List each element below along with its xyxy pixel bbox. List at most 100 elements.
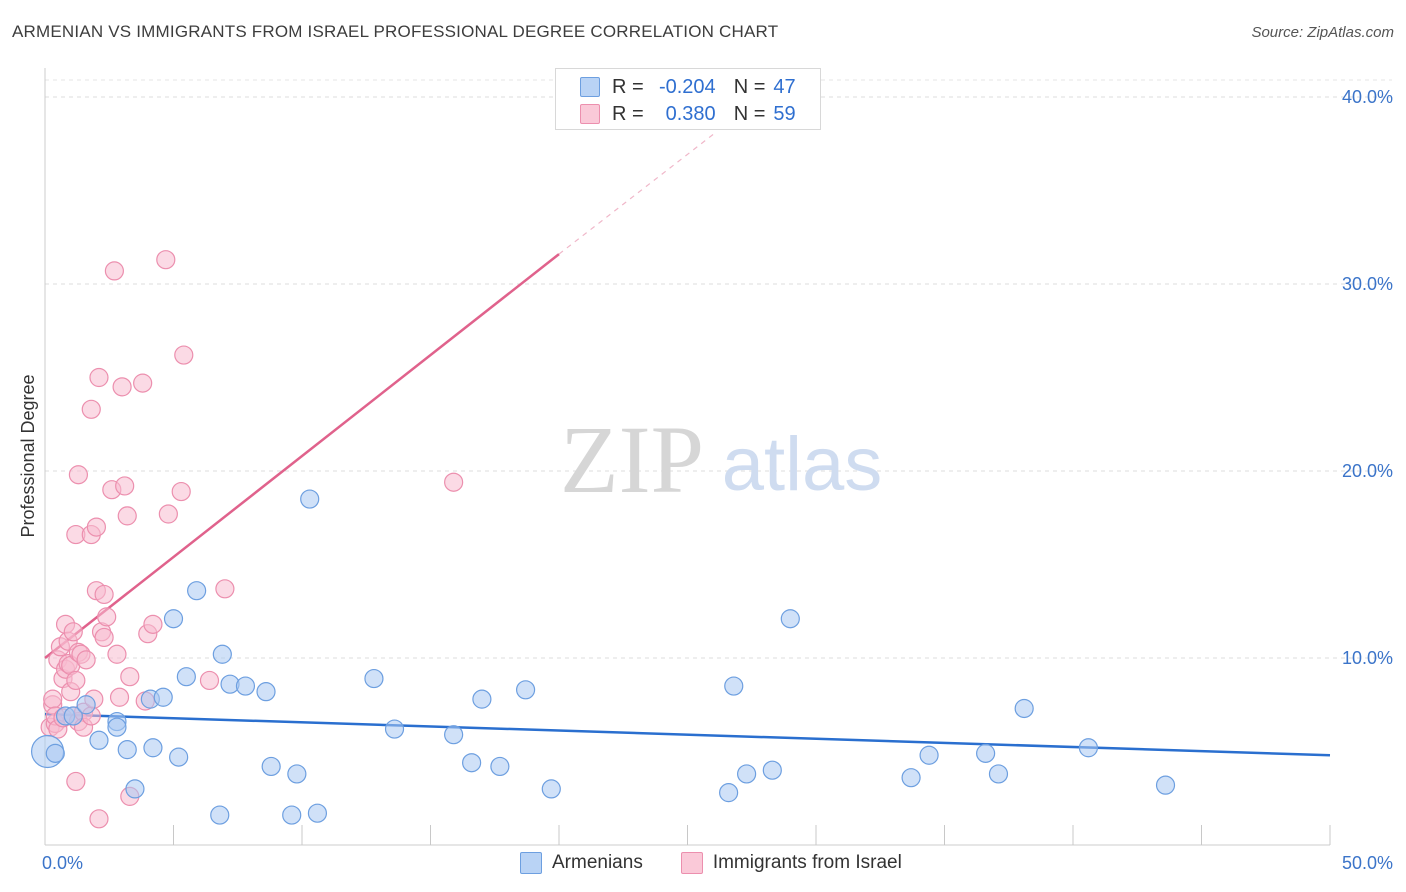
point-israel <box>66 670 86 691</box>
point-armenians <box>187 581 207 601</box>
y-axis-label: Professional Degree <box>18 374 38 537</box>
point-armenians <box>176 667 196 687</box>
series-swatch-blue <box>520 852 542 874</box>
point-armenians <box>1078 738 1099 758</box>
y-tick-label: 40.0% <box>1342 87 1393 107</box>
point-israel <box>104 261 124 281</box>
series-label-israel: Immigrants from Israel <box>712 852 902 873</box>
point-armenians <box>901 768 921 788</box>
point-armenians <box>919 745 939 765</box>
point-armenians <box>1014 698 1034 719</box>
point-israel <box>97 607 117 627</box>
point-armenians <box>153 687 173 707</box>
point-israel <box>112 377 132 397</box>
point-armenians <box>117 740 137 760</box>
y-tick-label: 20.0% <box>1342 461 1393 481</box>
point-armenians <box>261 756 281 777</box>
point-israel <box>174 345 194 365</box>
axes <box>44 68 1331 846</box>
point-armenians <box>287 764 307 784</box>
legend-n-label: N = <box>733 102 766 125</box>
point-armenians <box>282 805 302 825</box>
point-armenians <box>719 783 739 803</box>
legend-r-label: R = <box>612 75 644 98</box>
point-armenians <box>107 717 127 737</box>
point-armenians <box>780 609 800 629</box>
source-label: Source: ZipAtlas.com <box>1251 24 1394 41</box>
point-armenians <box>472 689 492 709</box>
point-israel <box>43 689 63 709</box>
legend-row-armenians: R = -0.204 N = 47 <box>580 75 796 99</box>
legend-swatch-blue <box>580 77 600 97</box>
point-armenians <box>737 764 757 784</box>
watermark-zip: ZIP <box>560 406 704 513</box>
point-israel <box>133 373 153 393</box>
point-armenians <box>515 680 536 700</box>
point-israel <box>444 472 464 492</box>
point-israel <box>215 579 235 599</box>
point-israel <box>66 771 86 792</box>
point-armenians <box>256 682 276 702</box>
x-tick-label: 50.0% <box>1342 853 1393 873</box>
point-armenians <box>462 753 482 773</box>
legend-n-value: 59 <box>773 102 796 125</box>
point-armenians <box>541 779 561 799</box>
point-armenians <box>724 676 744 696</box>
point-israel <box>120 667 140 687</box>
legend-n-value: 47 <box>773 75 796 98</box>
series-legend-armenians[interactable]: Armenians <box>520 852 643 874</box>
point-armenians <box>1155 775 1176 795</box>
point-israel <box>76 650 96 670</box>
point-armenians <box>169 747 189 767</box>
x-tick-label: 0.0% <box>42 853 83 873</box>
point-armenians <box>988 764 1009 784</box>
legend-swatch-pink <box>580 104 600 124</box>
point-armenians <box>89 730 109 750</box>
point-israel <box>86 517 107 537</box>
legend-row-israel: R = 0.380 N = 59 <box>580 102 796 126</box>
point-armenians <box>76 695 96 715</box>
series-legend: Armenians Immigrants from Israel <box>520 852 940 874</box>
watermark: ZIP atlas <box>560 406 882 513</box>
point-armenians <box>45 743 65 763</box>
point-israel <box>109 687 130 707</box>
point-israel <box>199 670 220 691</box>
grid-lines <box>45 79 1392 659</box>
series-legend-israel[interactable]: Immigrants from Israel <box>680 852 902 874</box>
point-armenians <box>762 760 782 780</box>
correlation-legend: R = -0.204 N = 47 R = 0.380 N = 59 <box>555 68 821 130</box>
point-israel <box>68 465 89 485</box>
point-israel <box>94 584 114 605</box>
series-swatch-pink <box>680 852 703 874</box>
point-armenians <box>384 719 405 739</box>
point-armenians <box>490 756 510 777</box>
point-armenians <box>125 779 145 799</box>
chart-title: ARMENIAN VS IMMIGRANTS FROM ISRAEL PROFE… <box>12 22 779 41</box>
point-armenians <box>210 805 230 825</box>
point-israel <box>89 367 109 388</box>
point-israel <box>143 614 163 634</box>
data-points <box>30 250 1176 829</box>
point-armenians <box>235 676 256 696</box>
point-israel <box>89 809 109 829</box>
point-armenians <box>212 644 232 664</box>
legend-r-value: 0.380 <box>665 102 716 125</box>
point-israel <box>63 622 83 642</box>
axis-labels: 10.0% 20.0% 30.0% 40.0% 0.0% 50.0% <box>42 87 1393 873</box>
point-armenians <box>300 489 320 509</box>
point-israel <box>115 476 135 496</box>
point-israel <box>107 644 127 664</box>
watermark-atlas: atlas <box>722 422 883 507</box>
y-tick-label: 10.0% <box>1342 648 1393 668</box>
point-armenians <box>444 725 464 745</box>
point-armenians <box>364 668 384 689</box>
legend-n-label: N = <box>733 75 766 98</box>
point-armenians <box>976 743 996 763</box>
point-armenians <box>143 738 163 758</box>
point-israel <box>156 250 176 270</box>
y-tick-label: 30.0% <box>1342 274 1393 294</box>
trendline-armenians <box>44 712 1331 757</box>
point-armenians <box>163 609 184 629</box>
point-israel <box>171 481 191 502</box>
